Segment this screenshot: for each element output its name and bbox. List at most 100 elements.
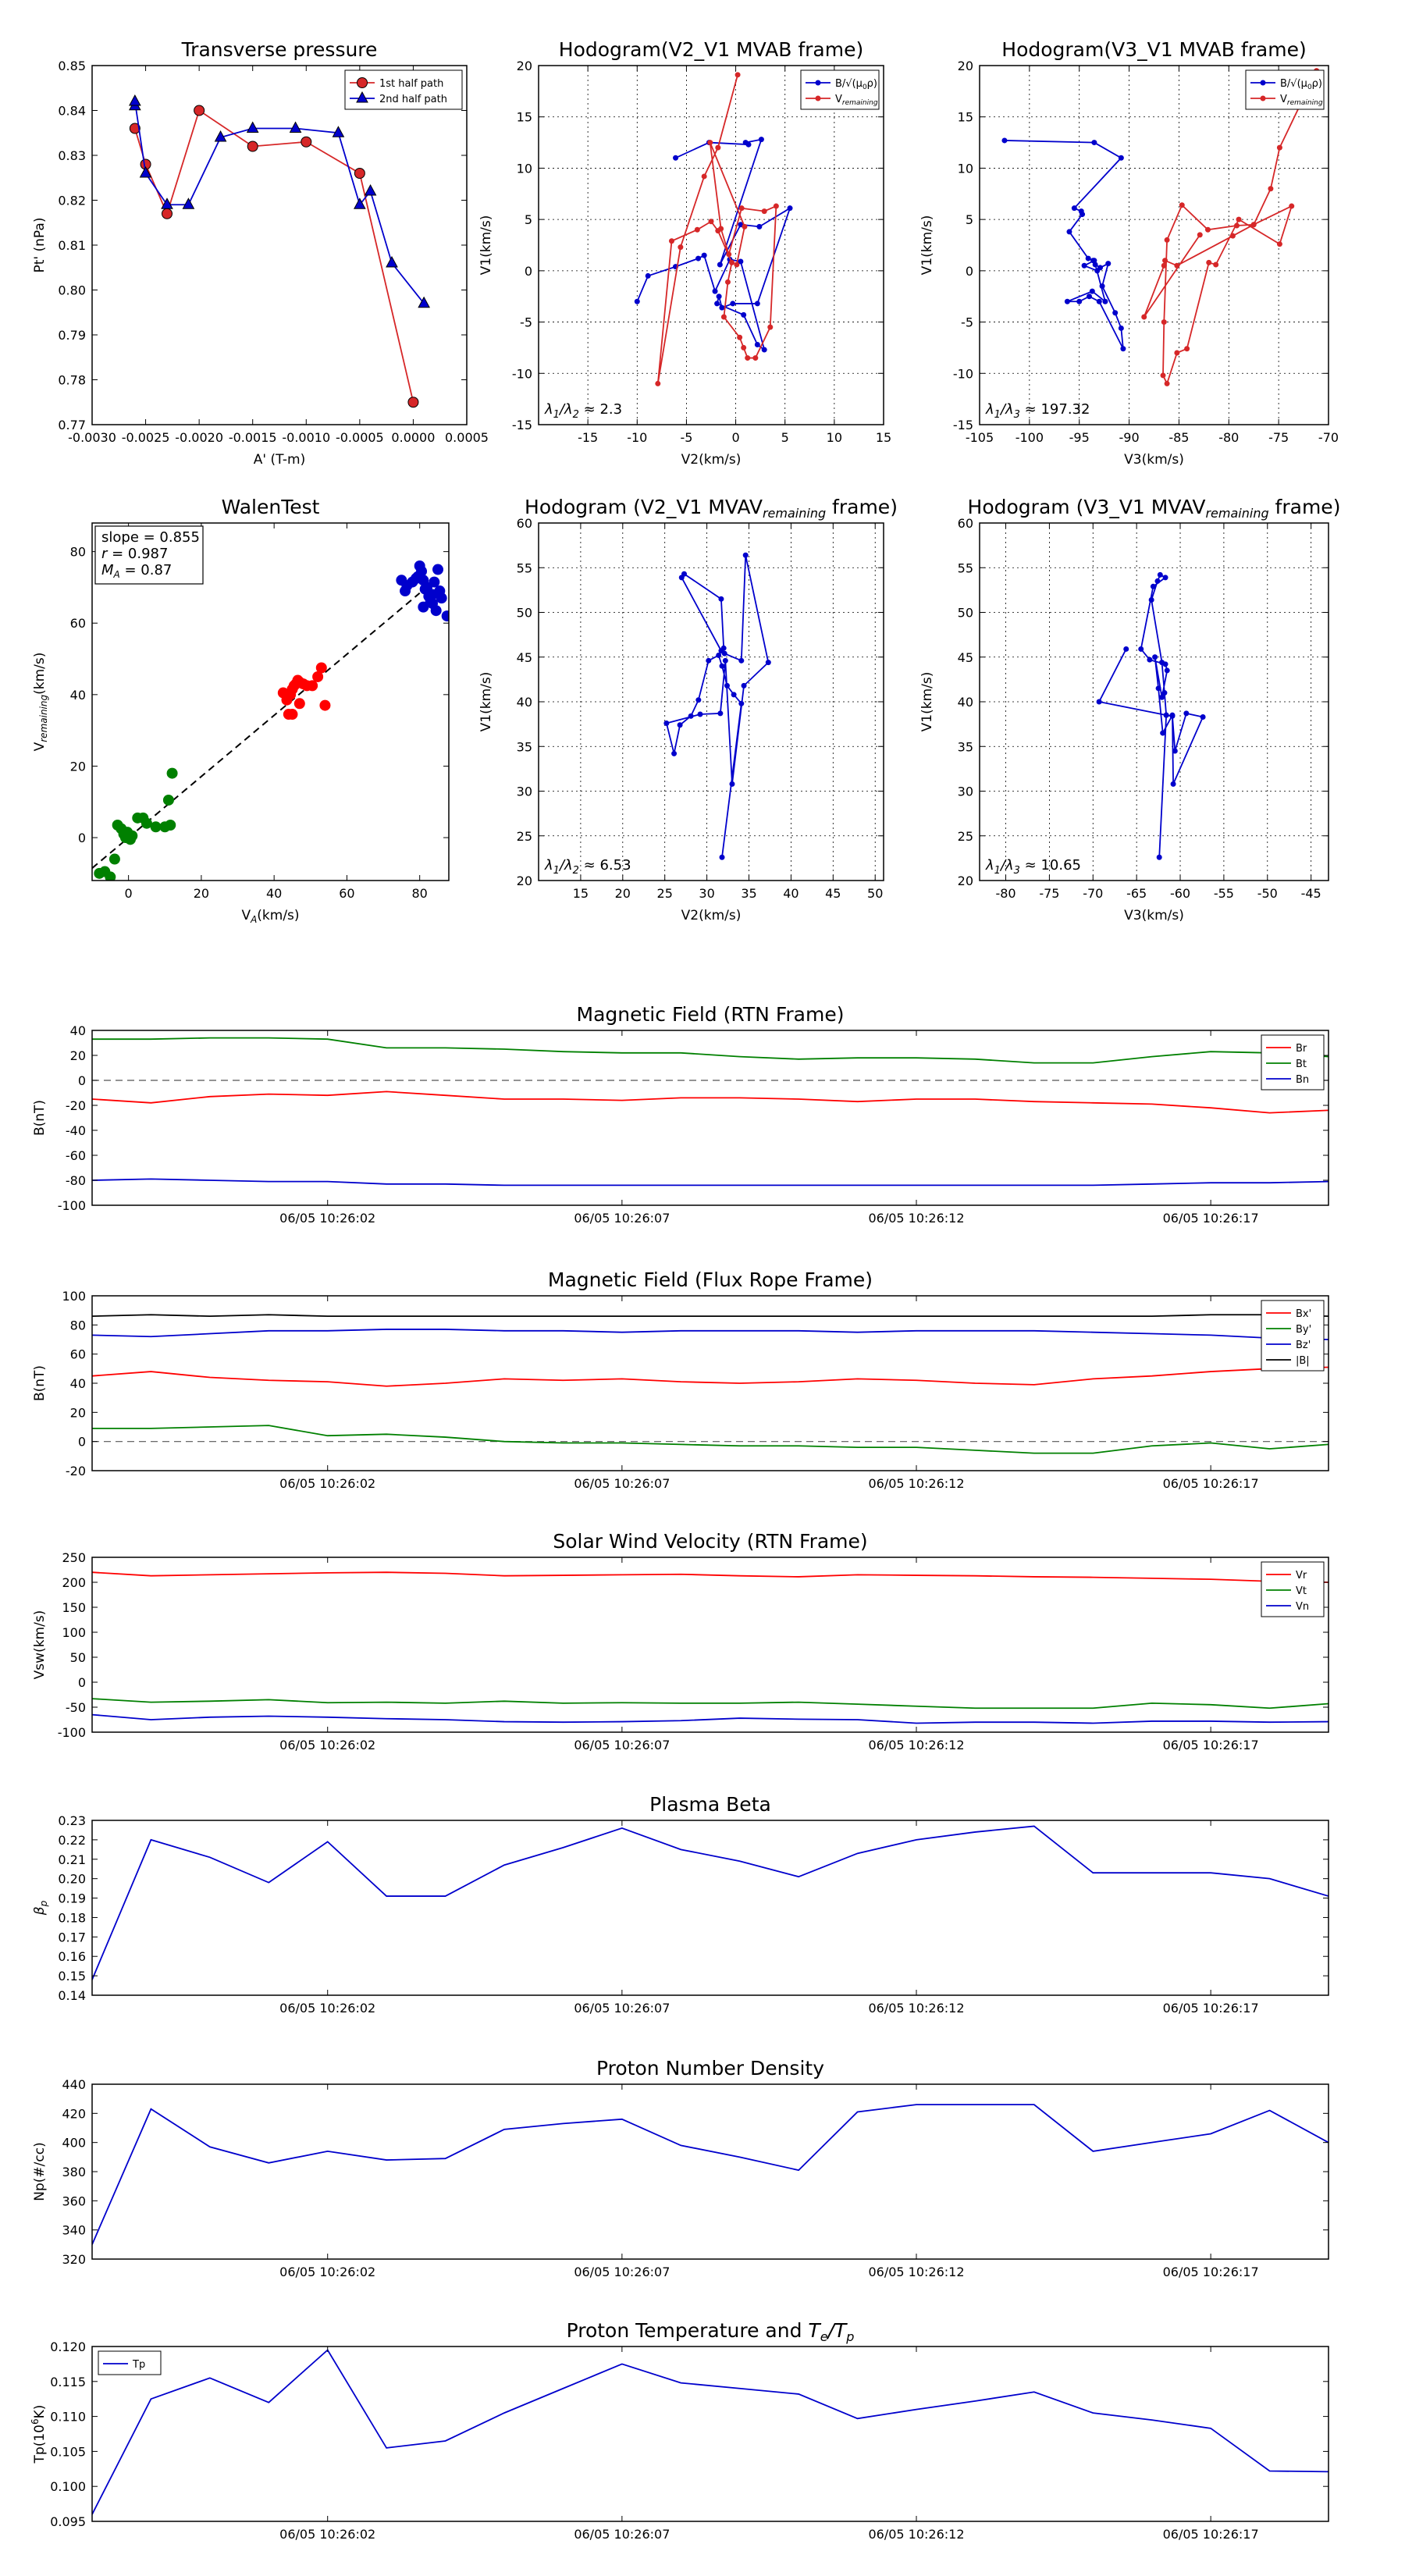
data-point-marker	[1096, 699, 1102, 705]
x-tick-label: 15	[876, 430, 891, 445]
series-line	[92, 1713, 1329, 1724]
data-point-marker	[707, 140, 713, 146]
x-tick-label: 06/05 10:26:12	[868, 2527, 964, 2542]
data-point-marker	[815, 80, 821, 86]
data-point-marker	[162, 208, 173, 219]
data-point-marker	[139, 165, 152, 178]
y-tick-label: 10	[517, 161, 532, 176]
y-tick-label: -50	[66, 1700, 86, 1715]
y-tick-label: 420	[62, 2106, 86, 2121]
data-point-marker	[1179, 202, 1185, 208]
data-layer	[1096, 571, 1206, 860]
y-tick-label: 0.21	[58, 1852, 86, 1867]
x-tick-label: -60	[1170, 886, 1190, 901]
data-point-marker	[214, 130, 227, 142]
data-point-marker	[738, 205, 745, 212]
x-tick-label: 60	[339, 886, 354, 901]
data-point-marker	[1162, 575, 1168, 581]
stats-line: r = 0.987	[101, 546, 168, 562]
data-point-marker	[1159, 660, 1165, 666]
data-point-marker	[673, 155, 679, 161]
x-tick-label: 06/05 10:26:02	[279, 1476, 375, 1491]
label-subscript: remaining	[38, 695, 49, 742]
chart-title: Proton Temperature and Te/Tp	[567, 2319, 855, 2344]
data-point-marker	[1085, 255, 1091, 262]
x-tick-label: 40	[783, 886, 799, 901]
y-tick-label: 250	[62, 1550, 86, 1565]
x-tick-label: 06/05 10:26:02	[279, 2001, 375, 2016]
data-point-marker	[1174, 262, 1180, 269]
x-tick-label: 06/05 10:26:17	[1163, 2265, 1259, 2279]
data-point-marker	[1064, 298, 1070, 304]
chart-title: Hodogram(V3_V1 MVAB frame)	[1001, 38, 1306, 61]
annotation-text: /λ	[999, 857, 1014, 873]
data-point-marker	[717, 262, 723, 268]
data-point-marker	[1164, 380, 1170, 386]
data-point-marker	[1174, 350, 1180, 356]
x-tick-label: 06/05 10:26:07	[574, 1211, 670, 1226]
x-tick-label: 06/05 10:26:07	[574, 1476, 670, 1491]
data-point-marker	[708, 219, 714, 225]
x-tick-label: 0	[731, 430, 739, 445]
y-tick-label: 0.17	[58, 1930, 86, 1944]
label-text: K)	[32, 2405, 48, 2419]
data-point	[312, 671, 324, 682]
data-point-marker	[718, 226, 724, 232]
chart-title: Magnetic Field (RTN Frame)	[577, 1003, 845, 1026]
legend-box	[800, 69, 880, 110]
label-subscript: A	[250, 914, 257, 925]
data-point	[108, 853, 120, 865]
annotation-text: λ	[985, 401, 994, 418]
data-layer	[92, 1037, 1329, 1187]
data-layer	[92, 2104, 1329, 2245]
data-point-marker	[1152, 654, 1158, 660]
chart-beta: 06/05 10:26:02 06/05 10:26:07 06/05 10:26:…	[32, 1793, 1329, 2016]
data-point-marker	[289, 121, 302, 133]
data-point	[400, 585, 411, 597]
plot-frame	[91, 1295, 1329, 1471]
data-point-marker	[356, 91, 368, 103]
y-tick-label: 40	[70, 1376, 86, 1391]
y-tick-label: 20	[517, 873, 532, 888]
y-tick-label: 20	[958, 873, 973, 888]
y-tick-label: 100	[62, 1289, 86, 1304]
data-point-marker	[1120, 346, 1126, 352]
data-point-marker	[1236, 216, 1242, 222]
data-point-marker	[761, 347, 767, 353]
legend-label: Vt	[1296, 1585, 1307, 1597]
y-tick-label: 320	[62, 2252, 86, 2267]
data-point-marker	[1081, 262, 1087, 269]
y-tick-label: 380	[62, 2165, 86, 2179]
data-point-marker	[742, 552, 749, 558]
y-tick-label: 0.15	[58, 1969, 86, 1984]
data-point-marker	[719, 663, 725, 669]
data-point-marker	[722, 657, 728, 664]
data-point-marker	[1260, 95, 1266, 101]
title-text: /T	[827, 2319, 848, 2342]
label-text: Tp(10	[32, 2425, 48, 2464]
data-point-marker	[1289, 203, 1295, 209]
x-axis-label: V3(km/s)	[1124, 452, 1184, 468]
data-point-marker	[1123, 646, 1129, 652]
title-subscript: remaining	[1205, 506, 1268, 521]
data-point-marker	[1204, 226, 1211, 233]
x-axis-label: A' (T-m)	[254, 452, 306, 468]
data-layer	[92, 1825, 1329, 1980]
x-tick-label: -85	[1168, 430, 1189, 445]
x-tick-label: -0.0020	[175, 430, 223, 445]
y-tick-label: 55	[958, 560, 973, 575]
x-axis-label: V2(km/s)	[681, 452, 742, 468]
series-line	[1097, 574, 1204, 858]
legend-box	[1245, 69, 1325, 110]
legend-label: Bx'	[1296, 1308, 1311, 1320]
x-tick-label: 0.0005	[445, 430, 489, 445]
legend: Bx' By' Bz' |B|	[1261, 1300, 1325, 1372]
y-tick-label: 0.78	[58, 373, 86, 388]
data-layer	[92, 1314, 1329, 1454]
legend-box	[1261, 1561, 1325, 1617]
y-tick-label: 20	[517, 59, 532, 73]
annotation-text: 3	[1014, 865, 1020, 877]
data-point-marker	[1250, 222, 1257, 228]
data-layer	[92, 1571, 1329, 1724]
chart-title: Plasma Beta	[649, 1793, 771, 1816]
